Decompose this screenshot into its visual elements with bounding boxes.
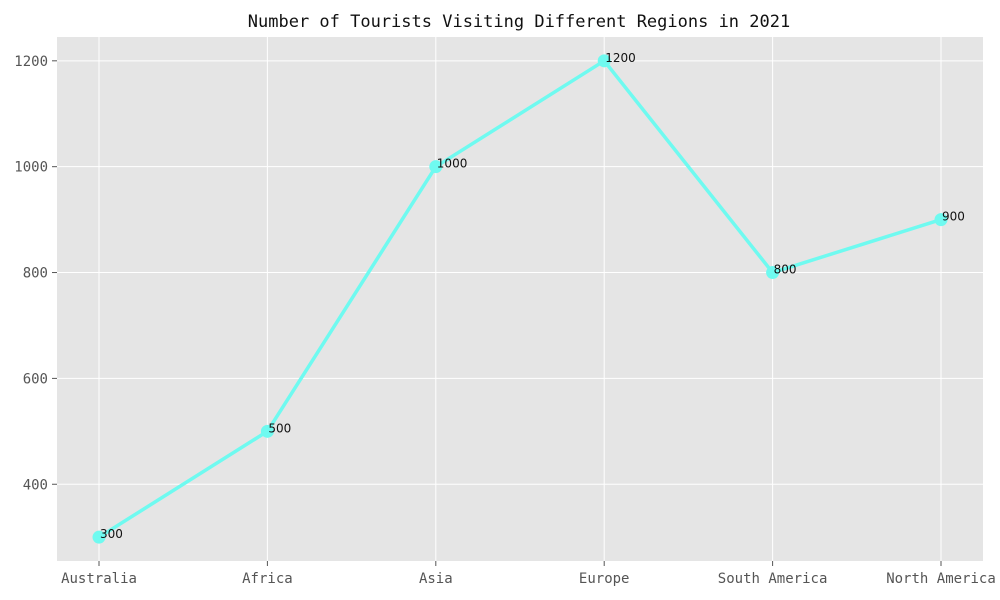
data-label: 300 bbox=[100, 527, 123, 541]
data-label: 1000 bbox=[437, 157, 468, 171]
grid-lines bbox=[57, 37, 983, 561]
x-tick-label: Australia bbox=[61, 571, 137, 587]
y-tick-label: 1200 bbox=[14, 54, 48, 70]
x-axis-ticks: Australia Africa Asia Europe South America No… bbox=[61, 561, 996, 587]
series-group bbox=[92, 54, 948, 544]
data-label: 1200 bbox=[605, 51, 636, 65]
data-point bbox=[92, 530, 106, 544]
data-point bbox=[429, 160, 443, 174]
y-tick-label: 400 bbox=[23, 477, 48, 493]
data-point bbox=[597, 54, 611, 68]
data-label: 800 bbox=[774, 263, 797, 277]
data-label: 900 bbox=[942, 210, 965, 224]
y-tick-label: 800 bbox=[23, 266, 48, 282]
chart-title: Number of Tourists Visiting Different Re… bbox=[248, 12, 790, 32]
y-axis-ticks: 400 600 800 1000 1200 bbox=[14, 54, 57, 493]
x-tick-label: North America bbox=[886, 571, 996, 587]
series-line bbox=[98, 59, 942, 539]
x-tick-label: Europe bbox=[579, 571, 630, 587]
y-tick-label: 1000 bbox=[14, 160, 48, 176]
plot-area bbox=[57, 37, 983, 561]
data-point bbox=[934, 213, 948, 227]
data-labels: 300 500 1000 1200 800 900 bbox=[100, 51, 965, 541]
y-tick-label: 600 bbox=[23, 371, 48, 387]
data-point bbox=[766, 266, 780, 280]
data-point bbox=[260, 424, 274, 438]
data-label: 500 bbox=[268, 421, 291, 435]
x-tick-label: Asia bbox=[419, 571, 453, 587]
x-tick-label: Africa bbox=[242, 571, 293, 587]
x-tick-label: South America bbox=[718, 571, 828, 587]
